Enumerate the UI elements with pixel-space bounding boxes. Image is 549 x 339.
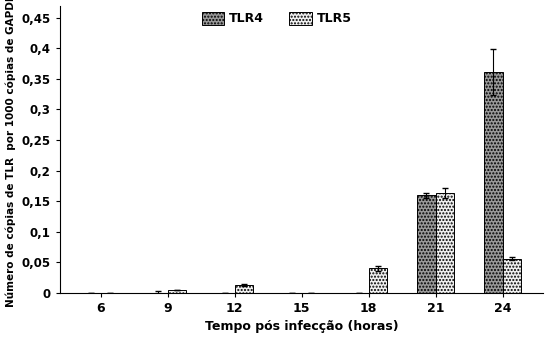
Bar: [436, 193, 455, 293]
Bar: [503, 259, 522, 293]
Bar: [234, 285, 254, 293]
Bar: [484, 72, 503, 293]
Legend: TLR4, TLR5: TLR4, TLR5: [201, 12, 351, 25]
Bar: [167, 290, 187, 293]
Y-axis label: Número de cópias de TLR  por 1000 cópias de GAPDH: Número de cópias de TLR por 1000 cópias …: [5, 0, 16, 306]
Bar: [369, 268, 388, 293]
Bar: [417, 195, 436, 293]
X-axis label: Tempo pós infecção (horas): Tempo pós infecção (horas): [205, 320, 399, 334]
